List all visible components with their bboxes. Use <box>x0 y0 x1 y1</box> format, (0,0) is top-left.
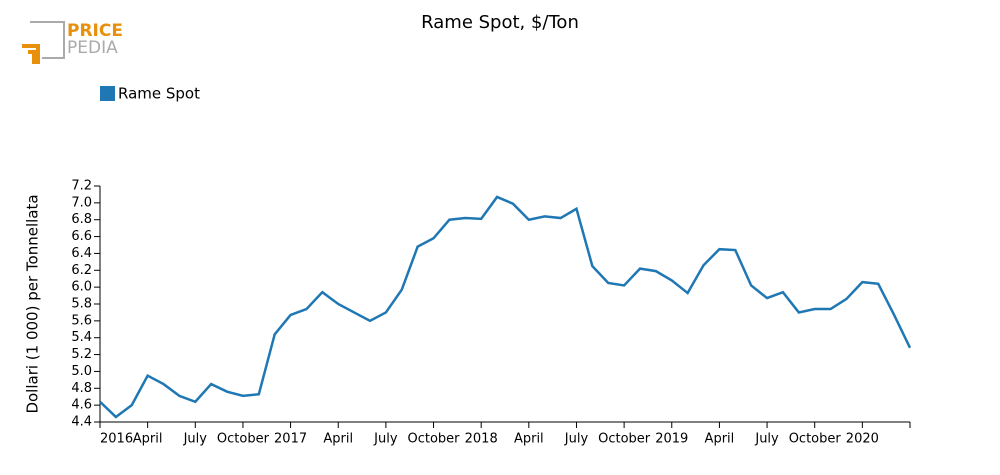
x-tick-label: July <box>564 432 589 447</box>
x-tick-label: October <box>408 432 461 447</box>
x-tick-label: April <box>323 432 353 447</box>
logo-mark <box>22 44 40 64</box>
y-tick-label: 6.4 <box>71 246 92 261</box>
y-tick-label: 4.6 <box>71 398 92 413</box>
y-tick-label: 4.8 <box>71 381 92 396</box>
x-tick-label: 2020 <box>846 432 879 447</box>
y-tick-label: 5.4 <box>71 330 92 345</box>
logo-text: PRICE <box>67 21 123 41</box>
x-tick-label: October <box>217 432 270 447</box>
x-tick-label: 2016 <box>100 432 133 447</box>
y-tick-label: 6.6 <box>71 229 92 244</box>
x-tick-label: July <box>373 432 398 447</box>
logo-frame <box>30 21 65 59</box>
x-tick-label: July <box>183 432 208 447</box>
y-tick-label: 6.0 <box>71 280 92 295</box>
x-tick-label: April <box>705 432 735 447</box>
legend-label: Rame Spot <box>118 85 200 103</box>
y-tick-label: 7.2 <box>71 179 92 194</box>
y-tick-label: 6.8 <box>71 212 92 227</box>
x-tick-label: April <box>133 432 163 447</box>
y-axis-label: Dollari (1 000) per Tonnellata <box>24 194 42 413</box>
y-tick-label: 5.0 <box>71 364 92 379</box>
x-tick-label: 2017 <box>274 432 307 447</box>
y-tick-label: 7.0 <box>71 195 92 210</box>
x-tick-label: 2018 <box>465 432 498 447</box>
line <box>99 195 912 419</box>
logo-text: PEDIA <box>67 38 118 58</box>
y-tick-label: 5.8 <box>71 297 92 312</box>
logo: PRICE PEDIA <box>22 21 123 64</box>
x-tick-label: October <box>598 432 651 447</box>
y-tick-label: 5.2 <box>71 347 92 362</box>
legend-swatch <box>100 86 115 101</box>
x-tick-label: July <box>754 432 779 447</box>
x-tick-label: April <box>514 432 544 447</box>
chart-title: Rame Spot, $/Ton <box>421 12 579 33</box>
y-tick-label: 5.6 <box>71 313 92 328</box>
x-tick-label: October <box>789 432 842 447</box>
y-tick-label: 4.4 <box>71 415 92 430</box>
y-tick-label: 6.2 <box>71 263 92 278</box>
x-tick-label: 2019 <box>655 432 688 447</box>
